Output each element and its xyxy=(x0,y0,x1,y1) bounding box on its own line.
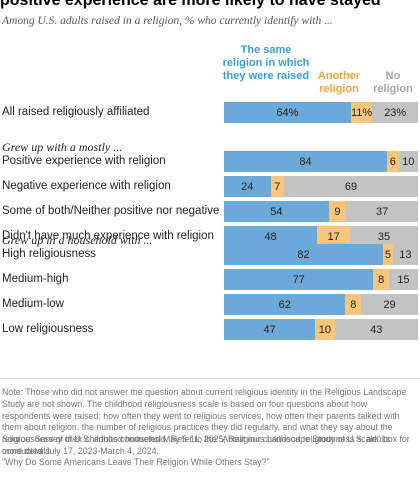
segment-same-religion: 77 xyxy=(224,269,374,290)
data-label: 84 xyxy=(299,155,312,168)
segment-same-religion: 47 xyxy=(224,319,316,340)
data-label: 9 xyxy=(334,205,341,218)
segment-another-religion: 6 xyxy=(386,151,399,172)
data-label: 5 xyxy=(384,248,391,261)
row-label: Low religiousness xyxy=(2,323,94,335)
segment-no-religion: 13 xyxy=(392,244,418,265)
data-label: 13 xyxy=(399,248,412,261)
data-label: 15 xyxy=(397,273,410,286)
data-label: 54 xyxy=(270,205,283,218)
data-label: 17 xyxy=(327,230,340,243)
data-label: 7 xyxy=(274,180,281,193)
bar-row: 82 5 13 xyxy=(224,244,418,265)
segment-another-religion: 9 xyxy=(328,201,347,222)
row-label: Medium-low xyxy=(2,298,64,310)
data-label: 10 xyxy=(318,323,331,336)
segment-another-religion: 7 xyxy=(270,176,285,197)
segment-another-religion: 5 xyxy=(383,244,393,265)
segment-same-religion: 24 xyxy=(224,176,271,197)
bar-row: 48 17 35 xyxy=(224,226,418,247)
row-label: Positive experience with religion xyxy=(2,155,166,167)
data-label: 62 xyxy=(278,298,291,311)
data-label: 37 xyxy=(375,205,389,218)
segment-no-religion: 15 xyxy=(388,269,418,290)
bar-row: 24 7 69 xyxy=(224,176,418,197)
data-label: 24 xyxy=(241,180,254,193)
bar-row: 84 6 10 xyxy=(224,151,418,172)
segment-no-religion: 43 xyxy=(334,319,418,340)
segment-same-religion: 64% xyxy=(224,102,351,123)
segment-another-religion: 8 xyxy=(345,294,362,315)
segment-no-religion: 35 xyxy=(350,226,418,247)
segment-no-religion: 69 xyxy=(284,176,418,197)
segment-another-religion: 10 xyxy=(315,319,335,340)
source-text: Source: Survey of U.S. adults conducted … xyxy=(2,434,391,456)
divider-rule xyxy=(0,378,420,379)
report-title: "Why Do Some Americans Leave Their Relig… xyxy=(2,457,270,467)
segment-no-religion: 37 xyxy=(346,201,418,222)
section-label: Grew up in a household with ... xyxy=(2,233,153,247)
data-label: 35 xyxy=(377,230,391,243)
segment-no-religion: 10 xyxy=(398,151,418,172)
data-label: 77 xyxy=(292,273,305,286)
data-label: 69 xyxy=(344,180,358,193)
bar-row: 54 9 37 xyxy=(224,201,418,222)
section-label: Grew up with a mostly ... xyxy=(2,140,123,154)
data-label: 64% xyxy=(276,106,299,119)
data-label: 43 xyxy=(370,323,383,336)
row-label: Medium-high xyxy=(2,273,69,285)
data-label: 23% xyxy=(384,106,407,119)
segment-no-religion: 23% xyxy=(372,102,418,123)
row-label: Some of both/Neither positive nor negati… xyxy=(2,205,220,217)
data-label: 6 xyxy=(389,155,396,168)
bar-row: 64% 11% 23% xyxy=(224,102,418,123)
legend-another-religion: Another religion xyxy=(317,70,361,95)
row-label: Didn't have much experience with religio… xyxy=(2,230,214,242)
data-label: 47 xyxy=(263,323,276,336)
data-label: 8 xyxy=(350,298,357,311)
segment-no-religion: 29 xyxy=(361,294,418,315)
bar-row: 47 10 43 xyxy=(224,319,418,340)
segment-same-religion: 62 xyxy=(224,294,346,315)
segment-same-religion: 54 xyxy=(224,201,329,222)
data-label: 48 xyxy=(264,230,277,243)
data-label: 8 xyxy=(378,273,385,286)
chart-subtitle: Among U.S. adults raised in a religion, … xyxy=(2,15,333,27)
bar-row: 77 8 15 xyxy=(224,269,418,290)
row-label: All raised religiously affiliated xyxy=(2,106,150,118)
bar-row: 62 8 29 xyxy=(224,294,418,315)
segment-another-religion: 11% xyxy=(350,102,373,123)
data-label: 10 xyxy=(402,155,415,168)
data-label: 82 xyxy=(297,248,310,261)
row-label: High religiousness xyxy=(2,248,96,260)
segment-same-religion: 84 xyxy=(224,151,387,172)
data-label: 11% xyxy=(350,106,373,119)
legend-no-religion: No religion xyxy=(373,70,413,95)
data-label: 29 xyxy=(383,298,396,311)
segment-same-religion: 82 xyxy=(224,244,384,265)
segment-another-religion: 8 xyxy=(373,269,389,290)
segment-another-religion: 17 xyxy=(317,226,351,247)
row-label: Negative experience with religion xyxy=(2,180,171,192)
chart-title: positive experience are more likely to h… xyxy=(0,0,381,9)
legend-same-religion: The same religion in which they were rai… xyxy=(222,44,310,82)
segment-same-religion: 48 xyxy=(224,226,318,247)
note-text: Note: Those who did not answer the quest… xyxy=(2,387,410,456)
